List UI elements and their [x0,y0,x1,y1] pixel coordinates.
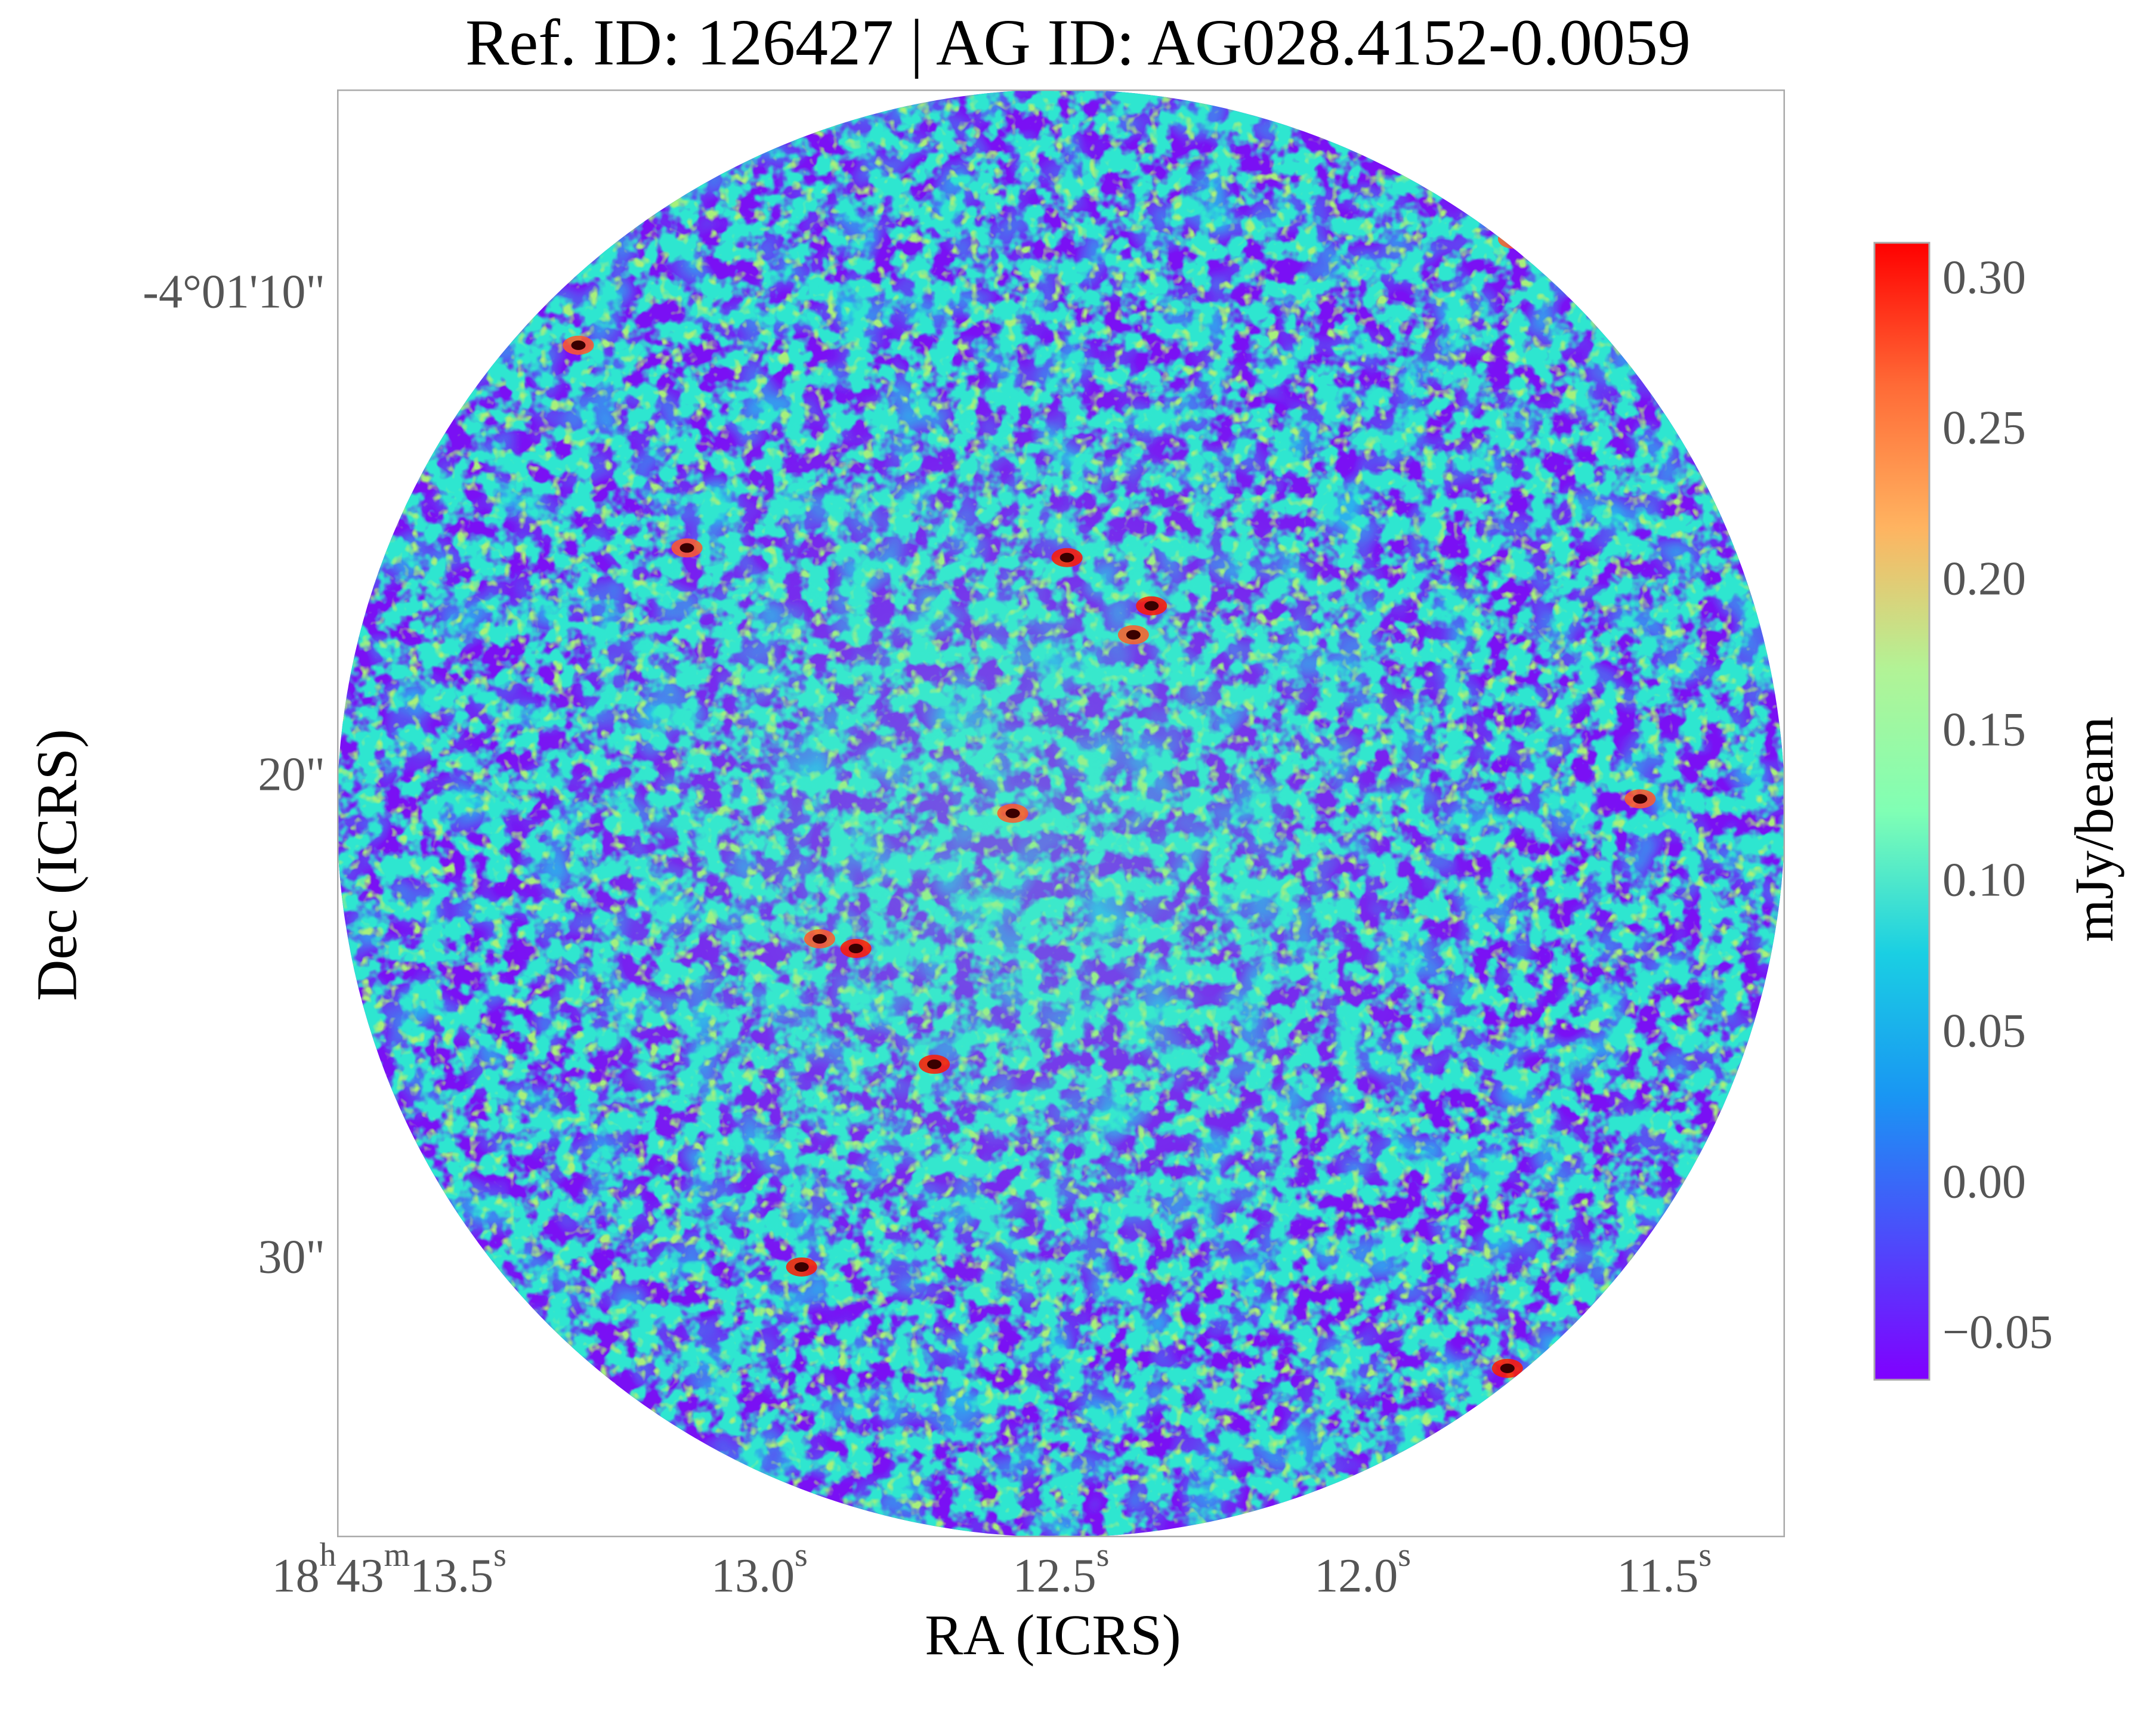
bright-spot [1117,625,1149,645]
y-tick-label: 20" [258,748,325,801]
colorbar-tick-label: 0.15 [1942,703,2026,756]
bright-spot [1491,1358,1523,1378]
colorbar [1873,242,1930,1381]
bright-spot [804,929,835,948]
bright-spot [1497,229,1529,249]
y-tick-label: 30" [258,1231,325,1284]
colorbar-tick-label: 0.25 [1942,401,2026,455]
colorbar-tick-label: 0.10 [1942,854,2026,907]
colorbar-gradient [1873,242,1930,1381]
x-axis-label: RA (ICRS) [925,1603,1181,1667]
x-tick-label: 13.0s [711,1537,808,1602]
bright-spot [997,804,1028,823]
bright-spot [840,939,872,959]
colorbar-tick-label: 0.30 [1942,251,2026,304]
colorbar-tick-label: −0.05 [1942,1306,2053,1359]
x-tick-label: 12.5s [1012,1537,1110,1602]
bright-spot [1136,596,1167,616]
bright-spot [671,538,703,558]
plot-area [337,89,1785,1537]
chart-title: Ref. ID: 126427 | AG ID: AG028.4152-0.00… [465,6,1691,79]
colorbar-label: mJy/beam [2064,716,2124,943]
bright-spot [786,1257,817,1277]
colorbar-tick-label: 0.00 [1942,1155,2026,1208]
bright-spot [919,1055,950,1074]
x-tick-label: 18h43m13.5s [271,1537,506,1602]
bright-spot [1624,789,1656,809]
intensity-map [337,89,1785,1537]
x-tick-label: 11.5s [1617,1537,1712,1602]
colorbar-tick-label: 0.05 [1942,1005,2026,1058]
y-axis-label: Dec (ICRS) [24,729,89,1001]
x-tick-label: 12.0s [1314,1537,1411,1602]
y-tick-label: -4°01'10" [143,265,325,319]
bright-spot [563,335,594,355]
bright-spot [1051,548,1083,567]
plot-frame [337,89,1785,1537]
bright-spot [1474,143,1505,162]
colorbar-tick-label: 0.20 [1942,552,2026,605]
